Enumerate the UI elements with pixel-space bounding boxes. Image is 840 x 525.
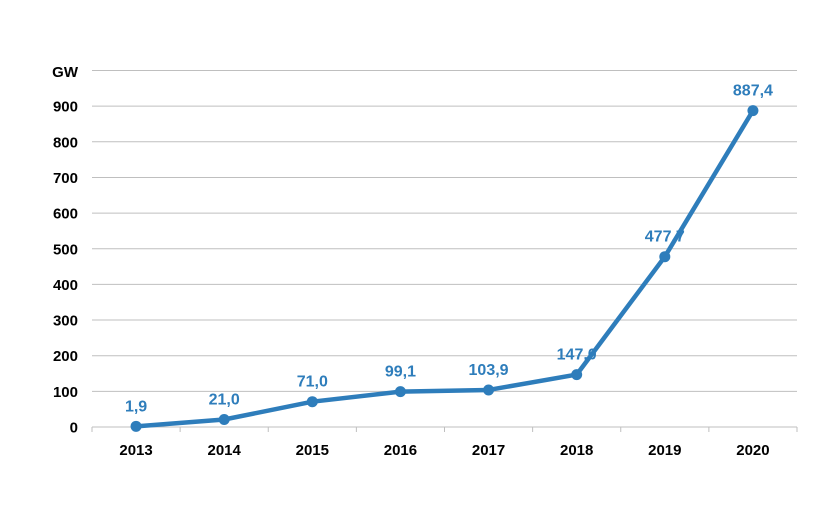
y-tick-label: 600 xyxy=(53,206,78,223)
y-axis-unit-label: GW xyxy=(52,64,79,81)
data-label: 71,0 xyxy=(297,374,328,391)
x-tick-label: 2016 xyxy=(384,442,417,459)
y-tick-label: 400 xyxy=(53,277,78,294)
x-tick-label: 2018 xyxy=(560,442,593,459)
data-point xyxy=(306,396,318,408)
data-point xyxy=(659,251,671,263)
data-label: 99,1 xyxy=(385,364,416,381)
data-point xyxy=(483,384,495,396)
x-tick-label: 2015 xyxy=(296,442,329,459)
data-point xyxy=(130,420,142,432)
y-tick-label: 500 xyxy=(53,241,78,258)
data-label: 887,4 xyxy=(733,83,773,100)
data-point xyxy=(571,369,583,381)
y-tick-label: 200 xyxy=(53,348,78,365)
data-point xyxy=(218,414,230,426)
series-line xyxy=(130,105,759,432)
data-label: 103,9 xyxy=(469,362,509,379)
data-label: 21,0 xyxy=(209,392,240,409)
y-tick-label: 300 xyxy=(53,313,78,330)
x-tick-label: 2020 xyxy=(736,442,769,459)
x-tick-label: 2019 xyxy=(648,442,681,459)
y-tick-label: 700 xyxy=(53,170,78,187)
data-label: 1,9 xyxy=(125,398,147,415)
x-tick-label: 2013 xyxy=(119,442,152,459)
x-tick-label: 2017 xyxy=(472,442,505,459)
data-label: 147,0 xyxy=(557,347,597,364)
data-point xyxy=(747,105,759,117)
gridlines xyxy=(92,70,797,428)
y-tick-label: 0 xyxy=(70,420,78,437)
y-axis: GW 0 100 200 300 400 500 600 700 800 900 xyxy=(52,64,79,437)
y-tick-label: 800 xyxy=(53,134,78,151)
series-path xyxy=(133,108,756,429)
x-axis: 2013 2014 2015 2016 2017 2018 2019 2020 xyxy=(91,427,798,459)
data-point xyxy=(394,386,406,398)
y-tick-label: 100 xyxy=(53,384,78,401)
x-tick-label: 2014 xyxy=(208,442,242,459)
y-tick-label: 900 xyxy=(53,99,78,116)
data-label: 477,7 xyxy=(645,229,685,246)
data-labels: 1,9 21,0 71,0 99,1 103,9 147,0 477,7 887,4 xyxy=(125,83,773,416)
